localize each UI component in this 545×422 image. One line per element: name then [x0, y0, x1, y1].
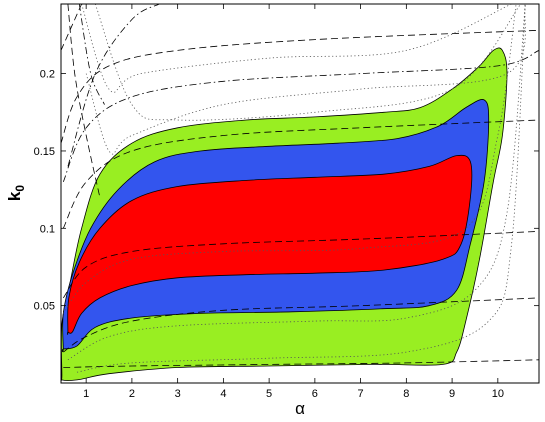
x-axis-title: α: [295, 399, 305, 418]
y-axis-title: k0: [5, 185, 27, 201]
y-tick-label: 0.2: [40, 69, 55, 81]
reference-line-dotted: [76, 4, 526, 373]
reference-line-dotted: [94, 4, 522, 121]
confidence-regions: [61, 47, 508, 382]
reference-line-dashed: [63, 297, 539, 353]
region-inner: [67, 154, 473, 335]
x-tick-label: 5: [266, 388, 272, 400]
reference-line-dotted: [81, 4, 512, 93]
reference-lines: [61, 4, 539, 373]
x-tick-label: 1: [83, 388, 89, 400]
x-tick-label: 8: [403, 388, 409, 400]
y-tick-label: 0.05: [34, 301, 55, 313]
x-tick-label: 9: [449, 388, 455, 400]
reference-line-dashed: [61, 29, 539, 144]
reference-line-dashed: [62, 119, 539, 229]
x-axis: 1 2 3 4 5 6 7 8 9 10: [83, 4, 504, 400]
reference-line-dashdot: [62, 50, 539, 183]
x-tick-label: 2: [129, 388, 135, 400]
reference-line-dashdot: [78, 4, 105, 105]
reference-line-dashed: [67, 4, 101, 198]
reference-line-dashed: [62, 231, 539, 299]
y-axis: 0.05 0.1 0.15 0.2: [34, 69, 539, 313]
reference-line-dotted: [67, 4, 526, 361]
reference-line-dashed: [61, 4, 82, 51]
x-tick-label: 4: [220, 388, 226, 400]
y-axis-title-subscript: 0: [13, 185, 27, 192]
x-tick-label: 6: [312, 388, 318, 400]
x-tick-label: 7: [358, 388, 364, 400]
x-tick-label: 3: [175, 388, 181, 400]
y-tick-label: 0.1: [40, 223, 55, 235]
plot-frame: [60, 3, 540, 384]
reference-line-dashdot: [67, 4, 160, 167]
y-axis-title-main: k: [5, 191, 24, 201]
y-tick-label: 0.15: [34, 146, 55, 158]
reference-line-dashed: [63, 359, 539, 368]
x-tick-label: 10: [492, 388, 504, 400]
